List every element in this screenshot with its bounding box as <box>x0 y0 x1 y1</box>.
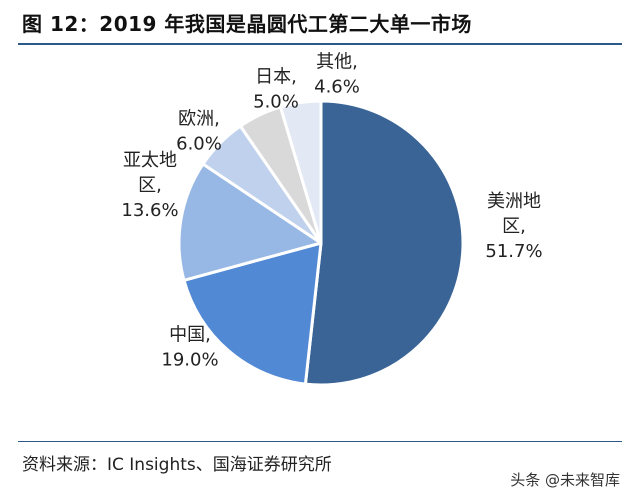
slice-label-line: 中国, <box>169 325 211 346</box>
slice-label-4: 欧洲, 6.0% <box>176 109 222 155</box>
pie-slice-3 <box>177 162 323 282</box>
slice-label-line: 13.6% <box>121 200 178 221</box>
pie-slice-1 <box>303 99 465 387</box>
source-divider <box>18 441 622 442</box>
slice-label-line: 4.6% <box>314 77 360 98</box>
watermark: 头条 @未来智库 <box>510 471 620 489</box>
slice-label-line: 美洲地 <box>487 191 541 212</box>
slice-label-6: 其他, 4.6% <box>314 52 360 98</box>
slice-label-line: 日本, <box>255 67 297 88</box>
slice-label-line: 19.0% <box>161 350 218 371</box>
slice-label-line: 6.0% <box>176 134 222 155</box>
slice-label-1: 美洲地区, 51.7% <box>485 191 542 262</box>
slice-label-line: 51.7% <box>485 241 542 262</box>
slice-label-3: 亚太地区, 13.6% <box>121 150 178 221</box>
slice-label-line: 5.0% <box>253 92 299 113</box>
pie-slice-2 <box>182 241 323 386</box>
pie-chart: 美洲地区, 51.7%中国, 19.0%亚太地区, 13.6%欧洲, 6.0%日本, 5.… <box>121 52 543 387</box>
slice-label-line: 区, <box>502 216 526 237</box>
slice-label-line: 欧洲, <box>178 109 220 130</box>
slice-label-line: 区, <box>138 175 162 196</box>
source-note: 资料来源：IC Insights、国海证券研究所 <box>22 455 332 475</box>
slice-label-2: 中国, 19.0% <box>161 325 218 371</box>
title-divider <box>18 43 622 45</box>
slice-label-line: 其他, <box>316 52 358 73</box>
slice-label-line: 亚太地 <box>123 150 177 171</box>
pie-slice-6 <box>278 99 323 245</box>
slice-label-5: 日本, 5.0% <box>253 67 299 113</box>
page-title: 图 12：2019 年我国是晶圆代工第二大单一市场 <box>22 12 472 36</box>
